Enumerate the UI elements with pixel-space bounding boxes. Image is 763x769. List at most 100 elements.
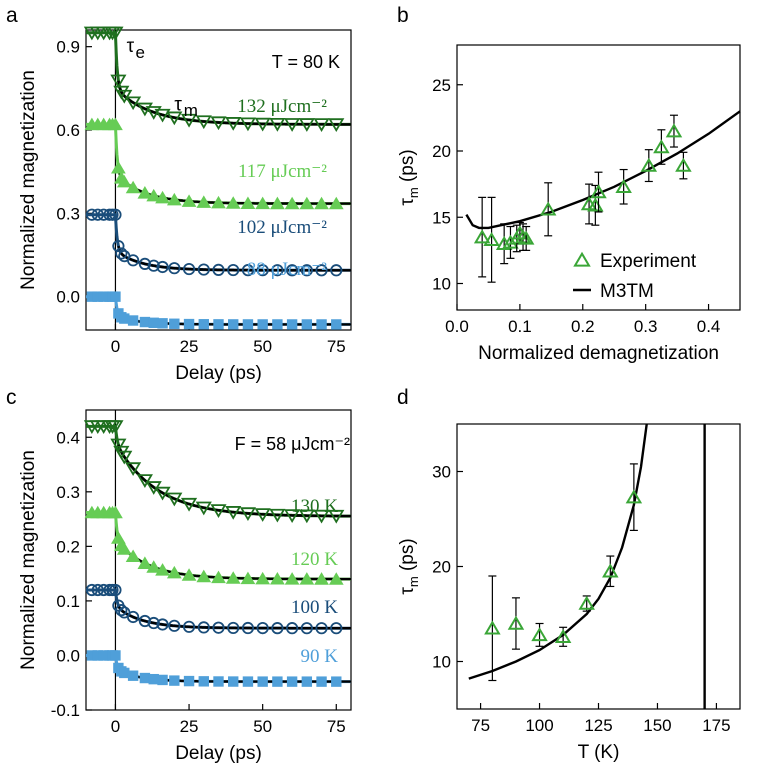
data-point <box>517 230 535 245</box>
series-label: 90 K <box>301 646 339 667</box>
x-tick-label: 75 <box>471 716 490 735</box>
x-axis-label: T (K) <box>578 742 620 763</box>
data-point <box>298 118 315 132</box>
x-tick-label: 0.1 <box>508 317 532 336</box>
x-tick-label: 75 <box>327 337 346 356</box>
data-point <box>92 650 103 661</box>
data-point <box>299 196 315 210</box>
plot-frame <box>85 409 352 711</box>
data-point <box>138 257 151 270</box>
y-tick-label: 0.2 <box>56 537 80 556</box>
data-point <box>127 315 139 326</box>
panel-a: 0 25 50 75 0.0 0.3 0.6 0.9 Delay (ps) Normalized … <box>18 26 352 384</box>
data-point <box>146 560 162 573</box>
panel-label-c: c <box>6 386 17 409</box>
plot-frame <box>456 44 741 311</box>
data-point <box>166 111 183 126</box>
data-point <box>212 621 225 634</box>
data-point <box>298 509 315 524</box>
data-point <box>136 474 153 488</box>
data-point <box>182 620 196 633</box>
data-point <box>92 291 103 302</box>
panel-label-d: d <box>397 386 409 409</box>
data-point <box>328 196 344 210</box>
data-point <box>116 174 132 188</box>
y-axis-label: Normalized magnetization <box>18 450 39 670</box>
data-point <box>138 614 151 628</box>
data-point <box>195 501 212 516</box>
y-tick-label: 10 <box>432 275 451 294</box>
x-axis-label: Delay (ps) <box>175 743 262 764</box>
data-point <box>166 192 182 206</box>
data-point <box>110 74 127 89</box>
x-tick-label: 50 <box>253 337 272 356</box>
y-tick-label: 0.3 <box>56 483 80 502</box>
data-point <box>125 96 142 111</box>
data-point <box>115 247 128 260</box>
data-point <box>270 196 285 210</box>
data-point <box>484 620 501 635</box>
y-tick-label: 0.9 <box>56 38 80 57</box>
y-tick-label: -0.1 <box>51 701 80 720</box>
data-point <box>108 117 123 131</box>
y-tick-label: 0.3 <box>56 204 80 223</box>
data-point <box>239 117 257 132</box>
data-point <box>168 262 181 275</box>
x-tick-label: 125 <box>584 716 612 735</box>
series-label: 117 μJcm⁻² <box>238 161 327 182</box>
y-tick-label: 20 <box>432 142 451 161</box>
data-point <box>665 123 683 138</box>
data-point <box>180 113 198 128</box>
data-point <box>116 542 132 555</box>
data-point <box>313 118 330 132</box>
data-point <box>331 676 342 687</box>
condition-annotation: T = 80 K <box>272 52 340 72</box>
data-point <box>146 188 162 202</box>
panel-d: 75 100 125 150 175 10 20 30 T (K) τm (ps) <box>397 423 741 763</box>
data-point <box>111 160 126 174</box>
y-tick-label: 0.6 <box>56 121 80 140</box>
data-point <box>183 675 195 687</box>
y-tick-label: 30 <box>432 463 451 482</box>
data-point <box>110 291 121 302</box>
data-point <box>272 676 283 687</box>
tau-m-label: τ <box>174 95 182 116</box>
data-point <box>127 610 140 624</box>
data-point <box>109 208 122 221</box>
data-point <box>255 196 271 210</box>
data-point <box>272 319 283 330</box>
data-point <box>284 572 300 585</box>
data-point <box>147 259 160 272</box>
y-tick-label: 0.4 <box>56 428 80 447</box>
data-point <box>112 239 125 253</box>
y-axis-label: τm (ps) <box>397 538 421 594</box>
data-point <box>507 615 525 630</box>
data-point <box>286 622 299 635</box>
series-label: 100 K <box>291 597 338 618</box>
x-tick-label: 0.0 <box>445 317 469 336</box>
data-point <box>127 670 139 681</box>
series-label: 102 μJcm⁻² <box>237 217 327 238</box>
data-point <box>154 486 171 501</box>
panel-b: 0.0 0.1 0.2 0.3 0.4 10 15 20 25 Normalized demagn… <box>397 44 741 364</box>
plot-frame <box>85 29 352 331</box>
data-point <box>242 676 254 687</box>
data-point <box>169 318 180 329</box>
data-point <box>109 583 122 597</box>
data-point <box>181 568 197 581</box>
plot-frame <box>456 423 741 710</box>
data-point <box>85 208 98 221</box>
data-point <box>316 319 327 330</box>
data-point <box>168 619 181 632</box>
data-point <box>240 571 256 585</box>
data-point <box>86 650 98 661</box>
data-point <box>284 509 301 523</box>
data-point <box>241 264 255 277</box>
y-tick-label: 15 <box>432 208 451 227</box>
x-tick-label: 0 <box>111 337 120 356</box>
data-point <box>330 622 343 635</box>
x-tick-label: 50 <box>253 717 272 736</box>
data-point <box>531 627 548 642</box>
data-point <box>213 676 224 687</box>
